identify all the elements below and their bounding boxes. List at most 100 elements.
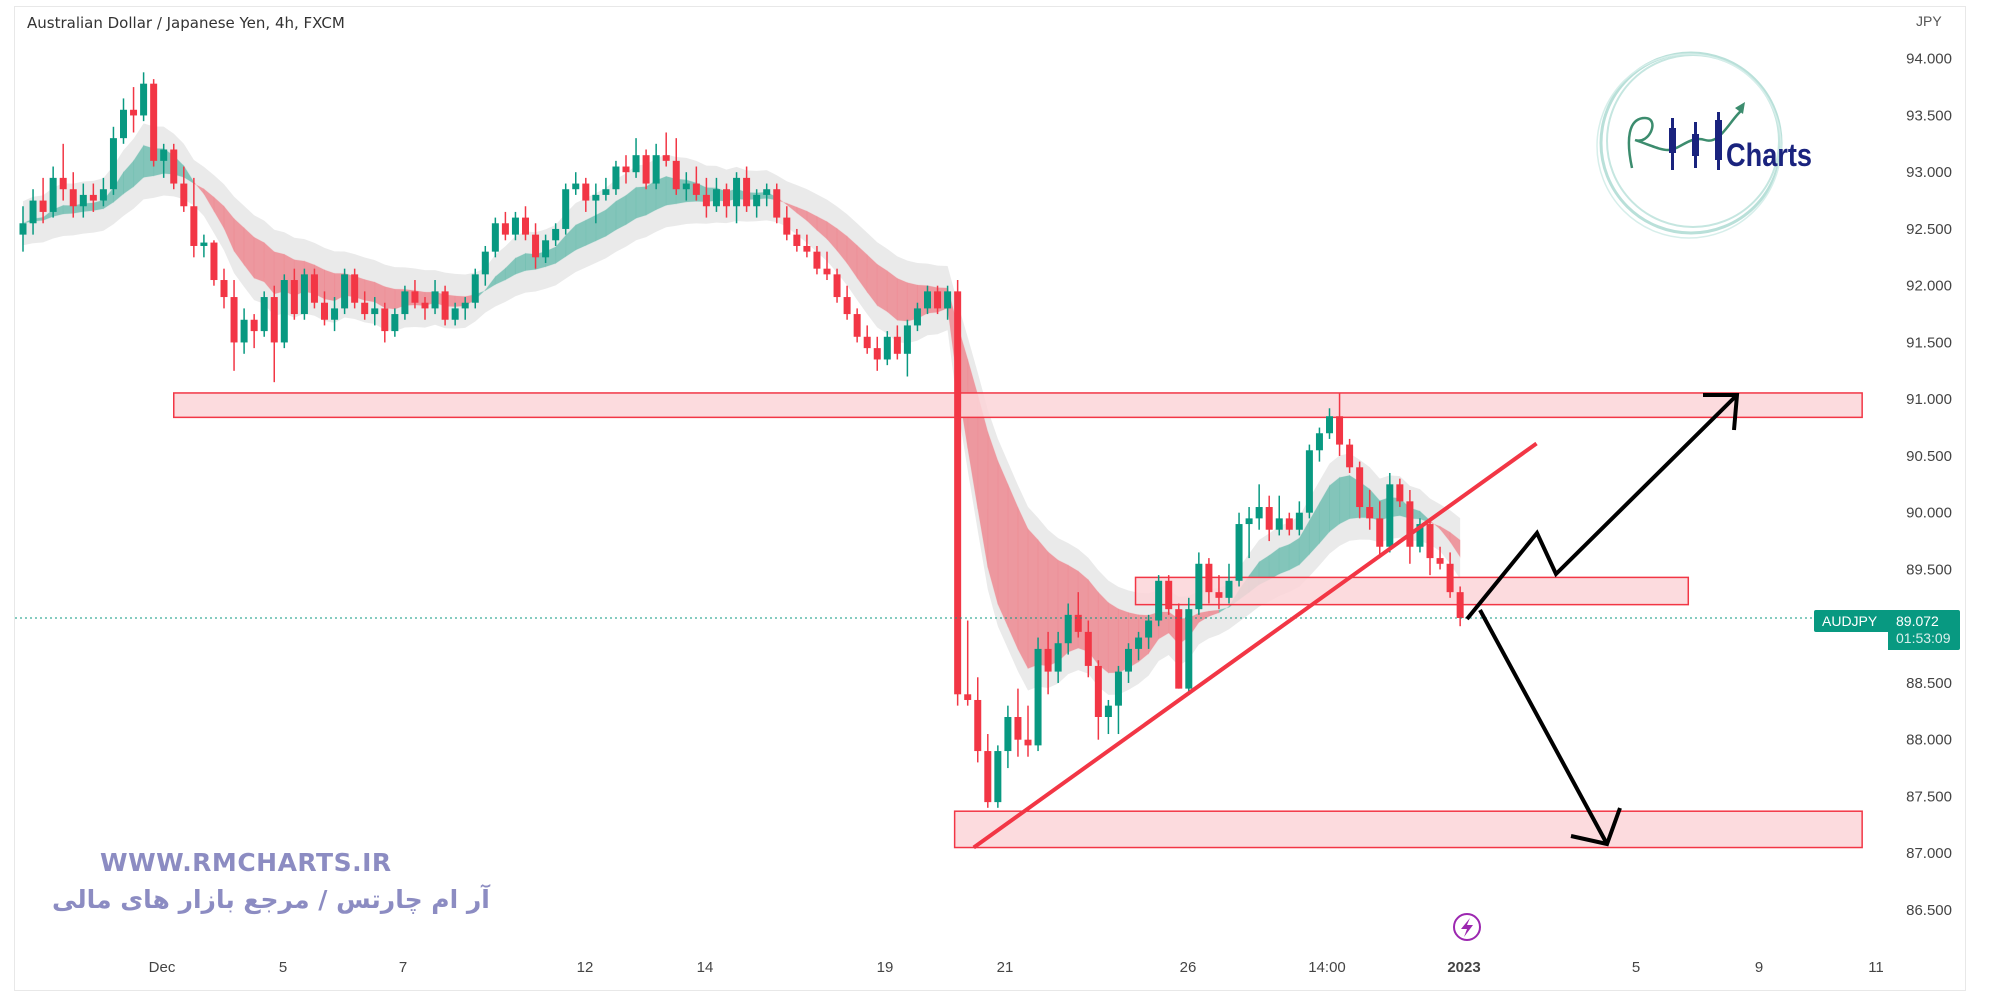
ribbon-segment [1017,507,1029,669]
bullish-arrow[interactable] [1465,393,1739,621]
price-tick-label: 91.500 [1906,334,1952,351]
ribbon-segment [1208,609,1220,618]
candle-body [1185,609,1193,689]
candle [1014,688,1022,757]
candle [723,183,730,218]
price-tick-label: 94.000 [1906,51,1952,68]
ribbon-segment [786,202,798,215]
ribbon-segment [997,460,1009,627]
candle [240,308,248,354]
time-axis[interactable]: Dec 5 7 12 14 19 21 26 14:00 2023 5 9 11 [149,959,1884,976]
candle [1245,507,1253,559]
candle [1456,586,1464,627]
candle [331,297,339,332]
candle [109,126,117,195]
candle-body [280,280,288,343]
ribbon-segment [123,159,135,195]
bearish-arrow[interactable] [1478,609,1609,845]
candle-body [692,183,700,195]
candle [180,166,188,212]
ribbon-segment [263,241,275,296]
candle-body [1165,580,1173,610]
trendline-layer[interactable] [972,441,1538,850]
resistance-zone[interactable] [173,392,1863,419]
candle-body [592,194,600,201]
candle-body [913,308,921,326]
candle-body [1255,507,1263,519]
candle [934,285,942,315]
candle-body [903,325,911,354]
candle [341,268,349,315]
candle-body [190,206,198,246]
candle [944,285,952,320]
time-tick-label: 12 [577,959,594,976]
price-axis[interactable]: 94.000 93.500 93.000 92.500 92.000 91.500 91.0… [1906,51,1952,919]
candle [481,245,489,286]
candle-body [270,297,278,343]
candle-body [893,336,901,354]
candle [120,98,127,144]
last-price-tag: 89.072 01:53:09 [1888,610,1960,650]
candle-body [230,297,238,343]
candle [1034,637,1042,752]
candle [441,285,449,326]
candle [511,211,519,241]
support-zone[interactable] [953,810,1863,849]
candle-body [431,291,439,309]
projection-arrows[interactable] [1465,393,1740,847]
candle [743,166,751,212]
candle [572,172,580,195]
candle [813,245,821,275]
candle-body [99,189,107,201]
candle-body [461,302,469,309]
ribbon-segment [112,170,124,204]
ribbon-segment [494,267,506,286]
ribbon-segment [1097,591,1109,674]
candle-body [612,166,620,190]
candle-body [682,183,690,190]
candle-body [712,189,720,207]
candle [200,234,208,258]
candle-body [160,149,168,161]
candle-body [632,155,640,173]
candle-body [79,194,87,207]
candle-body [873,348,881,360]
candle-body [49,177,57,212]
time-tick-label: 11 [1868,959,1884,976]
candle [1366,490,1374,530]
candle-body [1054,643,1062,672]
candle-body [39,200,47,212]
lightning-icon[interactable] [1453,913,1481,941]
candle [1446,552,1454,598]
price-tick-label: 86.500 [1906,902,1952,919]
candle-body [140,83,148,116]
candle [250,314,258,349]
ribbon-segment [504,256,516,281]
candle-body [511,217,519,235]
chart-title: Australian Dollar / Japanese Yen, 4h, FX… [27,14,345,32]
candle-body [743,177,751,207]
candle-body [994,751,1002,803]
candle-body [1315,433,1323,451]
candle [753,189,761,218]
ribbon-segment [1278,543,1290,575]
candle-body [1235,524,1243,581]
candle-body [1456,592,1464,619]
candle-body [1245,518,1253,525]
candle [974,677,982,763]
watermark-url[interactable]: WWW.RMCHARTS.IR [100,848,392,877]
candle-body [381,308,389,332]
ribbon-segment [213,196,225,231]
candle [421,297,429,320]
candle [642,149,650,190]
trendline[interactable] [972,441,1538,850]
candle [984,734,992,808]
price-tick-label: 90.500 [1906,448,1952,465]
candle-body [1275,518,1283,530]
candle-body [290,280,298,315]
candle [702,177,710,218]
ribbon-segment [1298,518,1310,567]
candle [893,325,901,360]
time-tick-label: 14:00 [1308,959,1346,976]
